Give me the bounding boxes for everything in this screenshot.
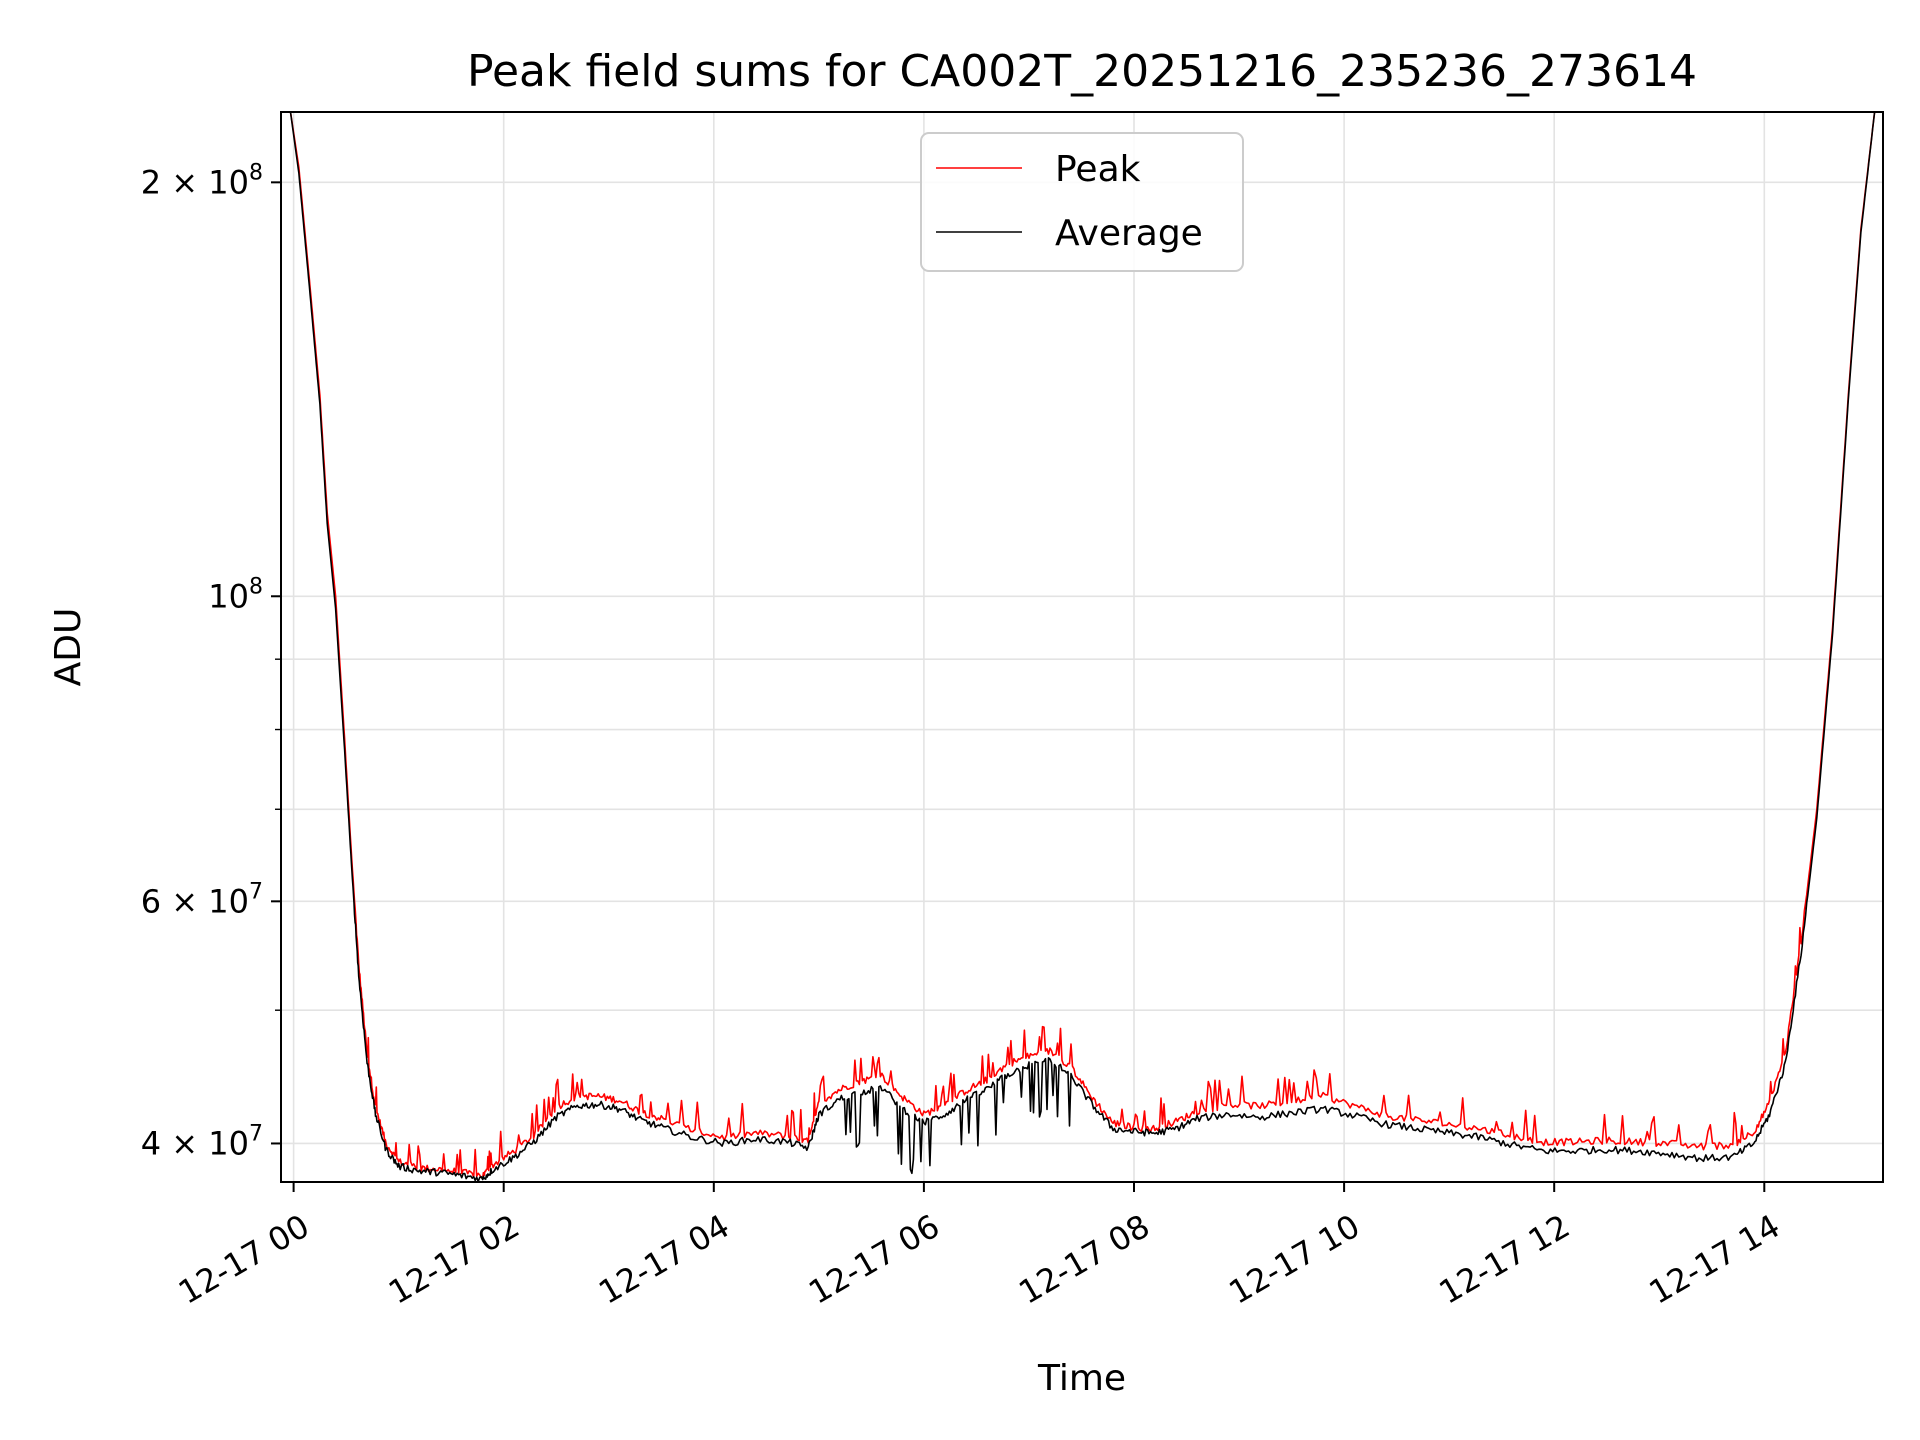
legend-label-average: Average (1055, 213, 1203, 254)
grid-lines (281, 112, 1883, 1182)
x-axis-label: Time (1037, 1358, 1126, 1399)
series-layer (289, 111, 1876, 1183)
y-axis: 4 × 107 6 × 107 108 2 × 108 (141, 160, 281, 1162)
y-tick-label: 2 × 108 (141, 160, 263, 201)
legend: Peak Average (920, 132, 1244, 272)
y-tick-label: 108 (208, 574, 263, 615)
series-line-average (289, 111, 1876, 1183)
y-tick-label: 6 × 107 (141, 879, 263, 920)
legend-label-peak: Peak (1055, 149, 1141, 190)
y-axis-label: ADU (48, 608, 89, 687)
series-line-peak (289, 111, 1876, 1179)
plot-frame (280, 111, 1884, 1183)
chart-title: Peak field sums for CA002T_20251216_2352… (467, 46, 1697, 97)
y-tick-label: 4 × 107 (141, 1121, 263, 1162)
